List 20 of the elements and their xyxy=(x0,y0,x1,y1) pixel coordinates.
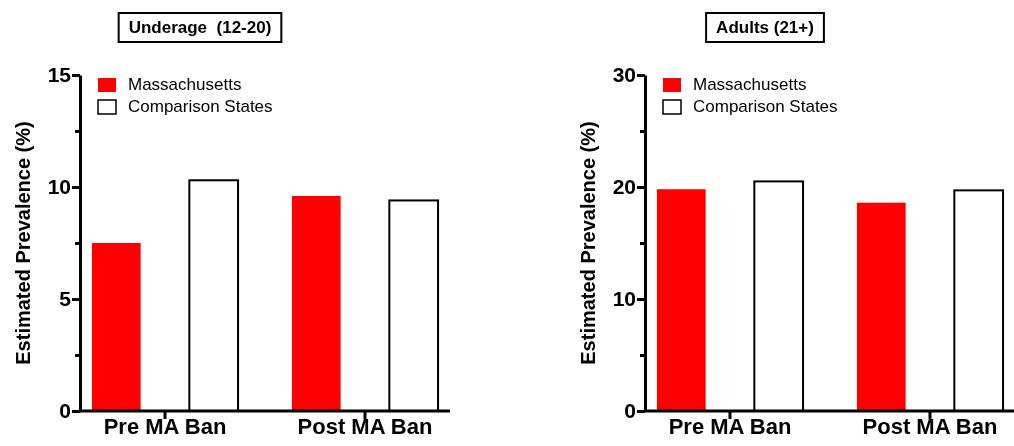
y-tick-label: 5 xyxy=(59,287,72,311)
chart-title: Adults (21+) xyxy=(716,18,814,37)
chart-title: Underage (12-20) xyxy=(128,18,272,37)
x-tick-label: Post MA Ban xyxy=(862,414,998,440)
y-axis-title: Estimated Prevalence (%) xyxy=(12,121,34,365)
y-tick-label: 10 xyxy=(612,287,636,311)
x-tick-label: Pre MA Ban xyxy=(103,414,227,440)
legend-label: Massachusetts xyxy=(128,75,242,94)
y-axis-title: Estimated Prevalence (%) xyxy=(577,121,599,365)
x-tick-label: Post MA Ban xyxy=(297,414,433,440)
x-tick-label: Pre MA Ban xyxy=(668,414,792,440)
y-tick-label: 15 xyxy=(47,63,72,87)
legend-label: Comparison States xyxy=(693,97,838,116)
legend-label: Massachusetts xyxy=(693,75,807,94)
y-tick-label: 20 xyxy=(612,175,636,199)
y-tick-label: 0 xyxy=(59,399,71,423)
y-tick-label: 0 xyxy=(624,399,636,423)
legend-label: Comparison States xyxy=(128,97,273,116)
y-tick-label: 10 xyxy=(47,175,71,199)
y-tick-label: 30 xyxy=(612,63,636,87)
